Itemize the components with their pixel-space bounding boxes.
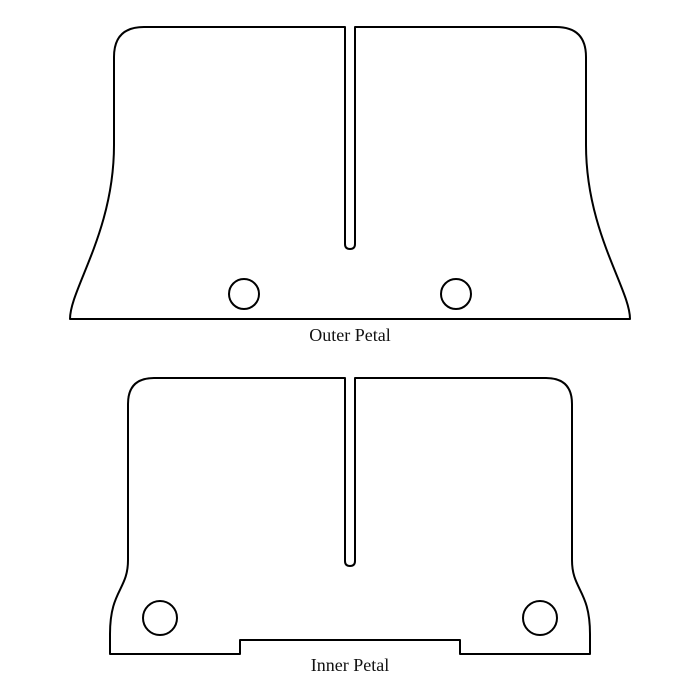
petal-svg: [0, 0, 700, 700]
outer-petal-shape: [70, 27, 630, 319]
inner-petal-label: Inner Petal: [250, 655, 450, 676]
inner-petal-shape: [110, 378, 590, 654]
outer-petal-label: Outer Petal: [250, 325, 450, 346]
diagram-canvas: Outer Petal Inner Petal: [0, 0, 700, 700]
